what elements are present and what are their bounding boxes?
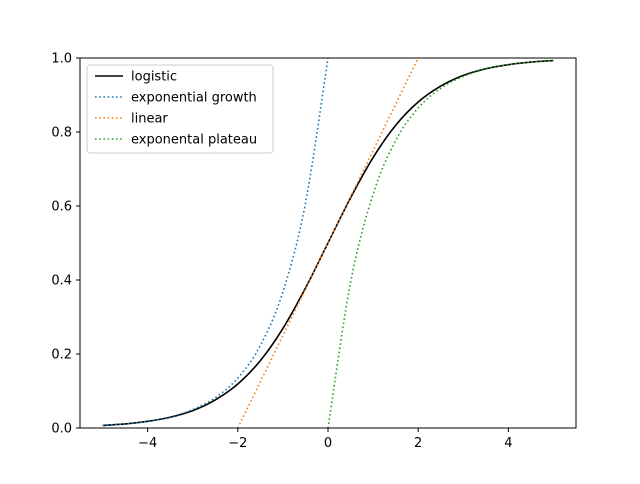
y-tick-label: 0.4 [51, 274, 72, 289]
x-tick-label: 4 [504, 436, 512, 451]
series-line-3 [327, 59, 554, 428]
legend-box [86, 64, 274, 154]
y-tick-label: 1.0 [51, 52, 72, 67]
y-tick-label: 0.2 [51, 348, 72, 363]
y-tick-label: 0.6 [51, 200, 72, 215]
legend-label-1: exponential growth [131, 91, 257, 106]
series-line-1 [102, 58, 329, 427]
series-layer [102, 58, 554, 428]
legend-label-2: linear [131, 112, 168, 127]
axis-layer: −4 −2 0 2 4 0.0 0.2 0.4 0.6 0.8 1.0 [51, 52, 512, 452]
legend-label-3: exponental plateau [131, 133, 257, 148]
x-tick-label: 0 [324, 436, 332, 451]
y-tick-label: 0.8 [51, 126, 72, 141]
x-tick-label: 2 [414, 436, 422, 451]
legend: logistic exponential growth linear exponent… [86, 64, 274, 154]
x-tick-label: −4 [138, 436, 157, 451]
y-tick-label: 0.0 [51, 422, 72, 437]
series-line-2 [237, 58, 419, 428]
x-tick-label: −2 [228, 436, 247, 451]
legend-label-0: logistic [131, 70, 177, 85]
